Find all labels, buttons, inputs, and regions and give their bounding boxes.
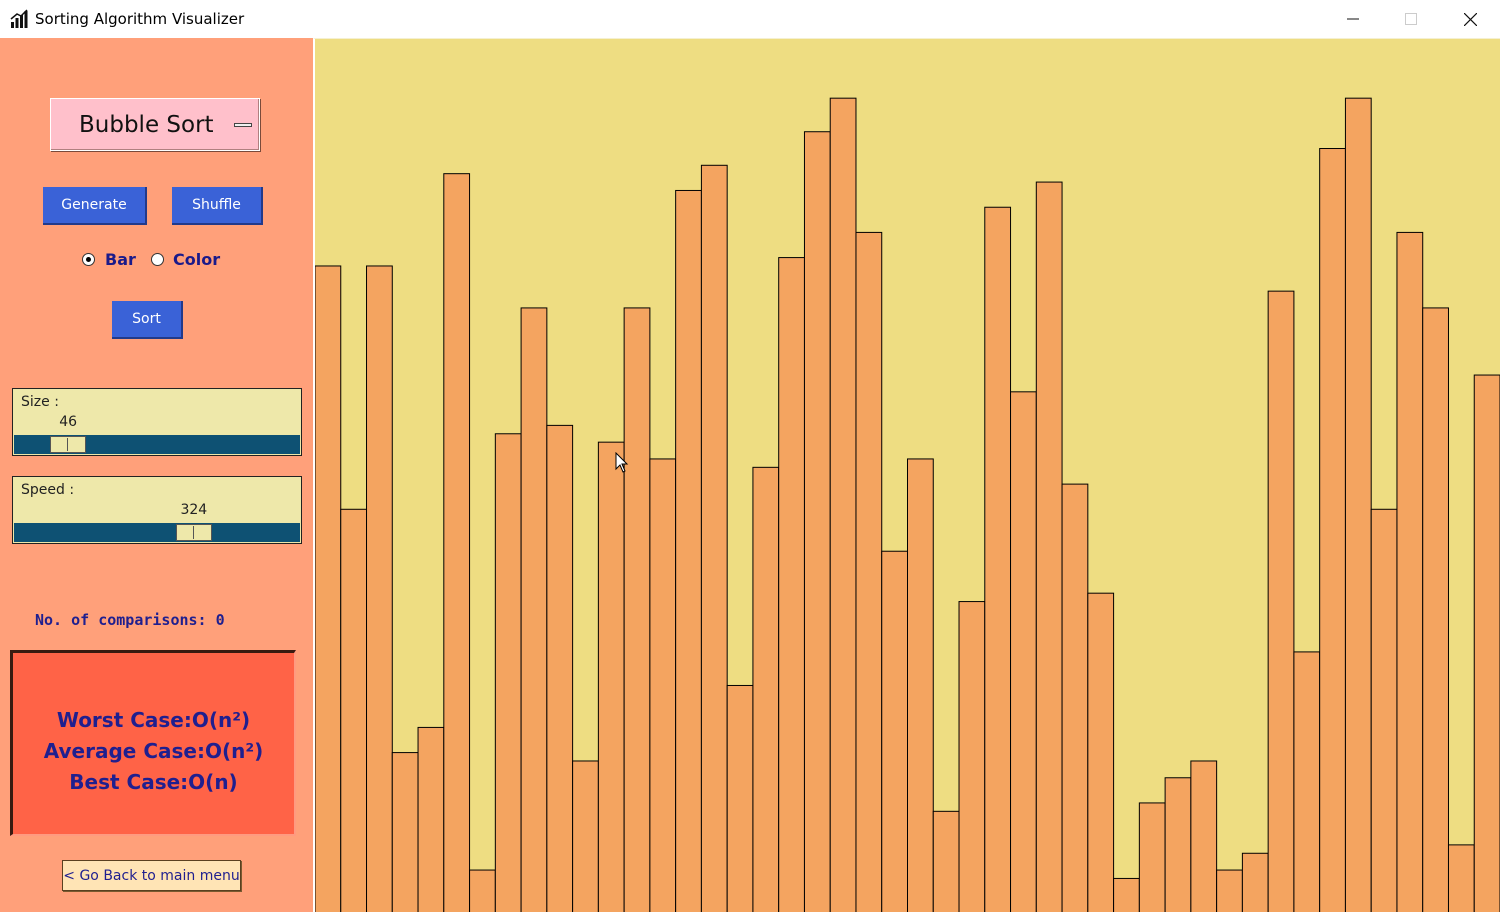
algorithm-label: Bubble Sort [79, 112, 214, 138]
maximize-icon [1405, 13, 1417, 25]
average-case-text: Average Case:O(n²) [43, 739, 264, 763]
bar-17 [752, 466, 780, 912]
back-to-main-menu-button[interactable]: < Go Back to main menu [62, 860, 241, 891]
worst-case-text: Worst Case:O(n²) [56, 708, 251, 732]
bar-39 [1319, 148, 1346, 912]
complexity-panel: Worst Case:O(n²) Average Case:O(n²) Best… [10, 650, 296, 836]
bar-16 [726, 684, 754, 912]
bar-4 [417, 726, 445, 912]
bar-18 [778, 257, 805, 912]
bar-40 [1344, 97, 1372, 912]
bar-5 [443, 173, 471, 912]
bar-35 [1216, 869, 1243, 912]
bar-15 [700, 164, 728, 912]
maximize-button[interactable] [1382, 0, 1440, 38]
minimize-icon [1347, 18, 1359, 20]
generate-button[interactable]: Generate [43, 187, 147, 225]
bar-33 [1164, 777, 1192, 912]
radio-color[interactable] [151, 253, 164, 266]
bar-41 [1370, 508, 1398, 912]
bar-38 [1293, 651, 1321, 912]
shuffle-button[interactable]: Shuffle [172, 187, 263, 225]
bar-7 [494, 433, 522, 912]
title-bar: Sorting Algorithm Visualizer [0, 0, 1500, 38]
bar-13 [649, 458, 677, 912]
radio-selected-dot [86, 257, 91, 262]
sort-button[interactable]: Sort [112, 301, 183, 339]
bar-45 [1473, 374, 1500, 912]
size-slider-thumb[interactable] [50, 436, 87, 453]
size-slider-value: 46 [59, 414, 78, 430]
speed-slider-thumb[interactable] [175, 524, 212, 541]
visualization-canvas [313, 38, 1500, 912]
window-title: Sorting Algorithm Visualizer [35, 10, 245, 28]
radio-color-label[interactable]: Color [173, 250, 221, 269]
bar-32 [1138, 802, 1166, 912]
size-slider-trough[interactable] [14, 435, 300, 454]
bar-0 [315, 265, 342, 912]
bar-3 [391, 752, 419, 912]
bar-21 [855, 231, 883, 912]
bar-10 [572, 760, 599, 912]
algorithm-selector[interactable]: Bubble Sort [50, 98, 260, 151]
bar-19 [803, 131, 831, 912]
control-panel: Bubble Sort Generate Shuffle Bar Color S… [0, 38, 313, 912]
bar-28 [1035, 181, 1063, 912]
speed-slider-trough[interactable] [14, 523, 300, 542]
bar-12 [623, 307, 651, 912]
bar-chart-icon [10, 9, 28, 28]
bar-44 [1447, 844, 1475, 912]
bar-29 [1061, 483, 1089, 912]
bar-26 [984, 206, 1012, 912]
best-case-text: Best Case:O(n) [69, 770, 238, 794]
bar-9 [546, 424, 574, 912]
size-slider: Size : 46 [12, 388, 302, 456]
bar-2 [366, 265, 393, 912]
mouse-cursor-icon [615, 452, 629, 473]
bar-30 [1087, 592, 1115, 912]
speed-slider-value: 324 [180, 502, 208, 518]
close-button[interactable] [1441, 0, 1499, 38]
close-icon [1463, 12, 1477, 26]
bars-chart [315, 97, 1500, 912]
bar-24 [932, 810, 960, 912]
comparisons-counter: No. of comparisons: 0 [35, 611, 225, 629]
bar-25 [958, 601, 986, 912]
bar-37 [1267, 290, 1295, 912]
bar-36 [1241, 852, 1269, 912]
bar-34 [1190, 760, 1218, 912]
speed-slider-label: Speed : [21, 482, 75, 498]
bar-43 [1422, 307, 1449, 912]
radio-bar[interactable] [82, 253, 95, 266]
radio-bar-label[interactable]: Bar [105, 250, 136, 269]
bar-23 [907, 458, 934, 912]
bar-42 [1396, 231, 1424, 912]
bar-20 [829, 97, 857, 912]
option-menu-indicator-icon [234, 123, 252, 127]
bar-22 [881, 550, 908, 912]
bar-11 [597, 441, 625, 912]
bar-14 [675, 189, 702, 912]
bar-1 [340, 508, 368, 912]
display-mode-radio-group: Bar Color [80, 250, 240, 272]
bar-31 [1113, 877, 1140, 912]
bar-8 [520, 307, 548, 912]
size-slider-label: Size : [21, 394, 59, 410]
bar-27 [1010, 391, 1037, 912]
bar-6 [469, 869, 496, 912]
speed-slider: Speed : 324 [12, 476, 302, 544]
minimize-button[interactable] [1324, 0, 1382, 38]
